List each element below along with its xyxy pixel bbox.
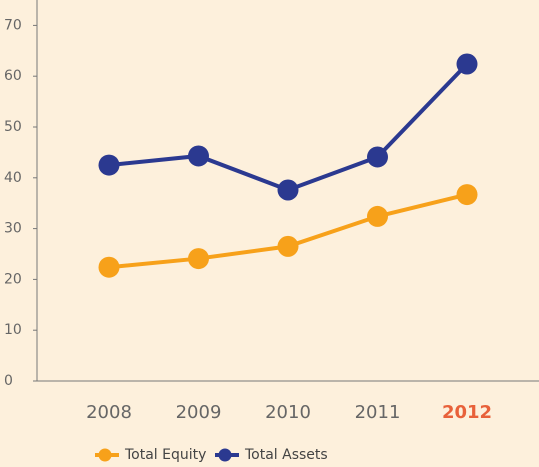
x-tick-label: 2009 xyxy=(176,402,222,423)
data-point xyxy=(456,53,478,75)
data-point xyxy=(188,145,209,167)
x-tick-label: 2011 xyxy=(355,402,401,423)
legend-marker xyxy=(218,448,232,462)
data-point xyxy=(367,205,388,227)
y-tick-label: 30 xyxy=(4,221,22,237)
legend-label: Total Equity xyxy=(124,447,206,463)
y-tick-label: 0 xyxy=(4,373,13,389)
y-tick-label: 20 xyxy=(4,271,22,287)
data-point xyxy=(456,184,478,206)
legend-label: Total Assets xyxy=(244,447,328,463)
y-tick-label: 60 xyxy=(4,68,22,84)
x-tick-label: 2012 xyxy=(442,402,492,423)
data-point xyxy=(98,154,120,176)
data-point xyxy=(98,256,120,278)
data-point xyxy=(367,146,388,168)
y-tick-label: 50 xyxy=(4,119,22,135)
y-tick-label: 70 xyxy=(4,17,22,33)
data-point xyxy=(277,179,299,201)
x-tick-label: 2008 xyxy=(86,402,132,423)
y-tick-label: 10 xyxy=(4,322,22,338)
legend-marker xyxy=(98,448,112,462)
x-tick-label: 2010 xyxy=(265,402,311,423)
data-point xyxy=(188,248,209,270)
y-tick-label: 40 xyxy=(4,170,22,186)
data-point xyxy=(277,235,299,257)
